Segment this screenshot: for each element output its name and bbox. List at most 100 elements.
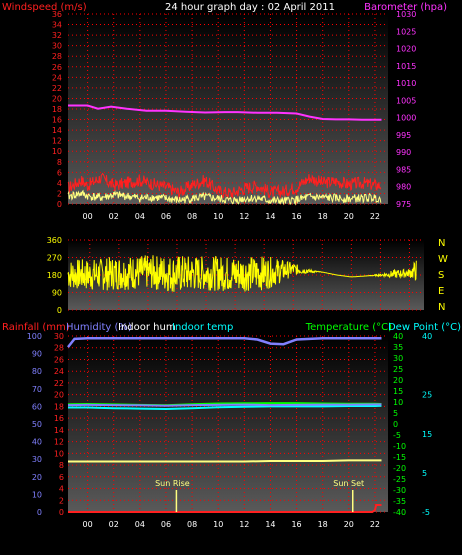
tick-label: 1025	[396, 27, 416, 36]
dew-point-axis-label: Dew Point (°C)	[388, 322, 461, 333]
tick-label: 22	[52, 84, 62, 93]
indoor-humidity-line	[68, 459, 382, 463]
tick-label: 24	[52, 73, 62, 82]
indoor-hum-label: Indoor hum	[118, 322, 176, 333]
hour-label: 08	[187, 520, 197, 529]
hour-label: 22	[370, 212, 380, 221]
tick-label: 10	[52, 147, 62, 156]
tick-label: 12	[52, 137, 62, 146]
tick-label: 995	[396, 131, 411, 140]
tick-label: 70	[32, 385, 42, 394]
tick-label: 0	[59, 508, 64, 517]
compass-label: N	[438, 238, 445, 249]
tick-label: 50	[32, 420, 42, 429]
compass-label: E	[438, 286, 444, 297]
tick-label: 30	[52, 42, 62, 51]
tick-label: 18	[52, 105, 62, 114]
hour-label: 06	[161, 520, 171, 529]
hour-label: 12	[239, 520, 249, 529]
tick-label: 180	[47, 271, 62, 280]
tick-label: 2	[57, 189, 62, 198]
rain-temp-hour-labels: 00 02 04 06 08 10 12 14 16 18 20 22	[82, 520, 380, 529]
tick-label: 8	[59, 461, 64, 470]
tick-label: 90	[32, 350, 42, 359]
wind-series	[67, 104, 382, 206]
hour-label: 22	[370, 520, 380, 529]
dew-point-ticks: -5 5 15 25 40	[422, 332, 432, 517]
tick-label: 12	[54, 438, 64, 447]
tick-label: 0	[37, 508, 42, 517]
direction-ticks: 0 90 180 270 360	[47, 236, 62, 315]
tick-label: 10	[54, 449, 64, 458]
tick-label: 1030	[396, 10, 416, 19]
tick-label: 16	[52, 116, 62, 125]
tick-label: 1000	[396, 114, 416, 123]
tick-label: 32	[52, 31, 62, 40]
tick-label: 270	[47, 254, 62, 263]
wind-hour-labels: 00 02 04 06 08 10 12 14 16 18 20 22	[82, 212, 380, 221]
sun-events: Sun Rise Sun Set	[155, 479, 364, 512]
rain-temp-series	[67, 337, 382, 513]
gust-line	[67, 189, 382, 206]
tick-label: 40	[422, 332, 432, 341]
tick-label: 980	[396, 183, 411, 192]
tick-label: 60	[32, 402, 42, 411]
temperature-ticks: -40 -35 -30 -25 -20 -15 -10 -5 0 5 10 15 20 25 30 35 40	[393, 332, 406, 517]
temperature-axis-label: Temperature (°C)	[305, 322, 392, 333]
hour-label: 00	[82, 520, 92, 529]
tick-label: 14	[52, 126, 62, 135]
tick-label: -25	[393, 475, 406, 484]
direction-grid	[68, 239, 424, 311]
tick-label: -30	[393, 486, 406, 495]
page-title: 24 hour graph day : 02 April 2011	[165, 2, 335, 13]
tick-label: 26	[52, 63, 62, 72]
tick-label: 90	[52, 289, 62, 298]
tick-label: 975	[396, 200, 411, 209]
hour-label: 02	[109, 520, 119, 529]
sun-event-label: Sun Rise	[155, 479, 190, 488]
tick-label: -5	[422, 508, 430, 517]
hour-label: 04	[135, 520, 145, 529]
windspeed-axis-label: Windspeed (m/s)	[2, 2, 87, 13]
tick-label: 34	[52, 21, 62, 30]
hour-label: 10	[213, 212, 223, 221]
tick-label: 16	[54, 414, 64, 423]
tick-label: 15	[422, 430, 432, 439]
tick-label: 24	[54, 367, 64, 376]
humidity-axis-label: Humidity (%)	[66, 322, 132, 333]
direction-series	[67, 255, 417, 292]
tick-label: 10	[32, 490, 42, 499]
tick-label: 5	[422, 469, 427, 478]
tick-label: -10	[393, 442, 406, 451]
wind-direction-line	[67, 255, 417, 292]
barometer-line	[68, 104, 382, 121]
tick-label: 30	[32, 455, 42, 464]
hour-label: 02	[109, 212, 119, 221]
rain-temp-plot-area	[68, 336, 388, 512]
compass-label: S	[438, 270, 444, 281]
tick-label: 80	[32, 367, 42, 376]
tick-label: 40	[393, 332, 403, 341]
compass-label: W	[438, 254, 448, 265]
tick-label: 30	[54, 332, 64, 341]
tick-label: 18	[54, 402, 64, 411]
tick-label: 4	[59, 485, 64, 494]
tick-label: 25	[393, 365, 403, 374]
tick-label: -5	[393, 431, 401, 440]
tick-label: 22	[54, 379, 64, 388]
tick-label: 26	[54, 355, 64, 364]
tick-label: 40	[32, 438, 42, 447]
tick-label: 1015	[396, 62, 416, 71]
tick-label: -20	[393, 464, 406, 473]
hour-label: 14	[265, 520, 275, 529]
hour-label: 18	[318, 520, 328, 529]
tick-label: -15	[393, 453, 406, 462]
rainfall-line	[68, 504, 382, 513]
tick-label: 35	[393, 343, 403, 352]
tick-label: 5	[393, 409, 398, 418]
barometer-ticks: 975 980 985 990 995 1000 1005 1010 1015 1020 1025 1…	[396, 10, 416, 209]
tick-label: 36	[52, 10, 62, 19]
hour-label: 00	[82, 212, 92, 221]
